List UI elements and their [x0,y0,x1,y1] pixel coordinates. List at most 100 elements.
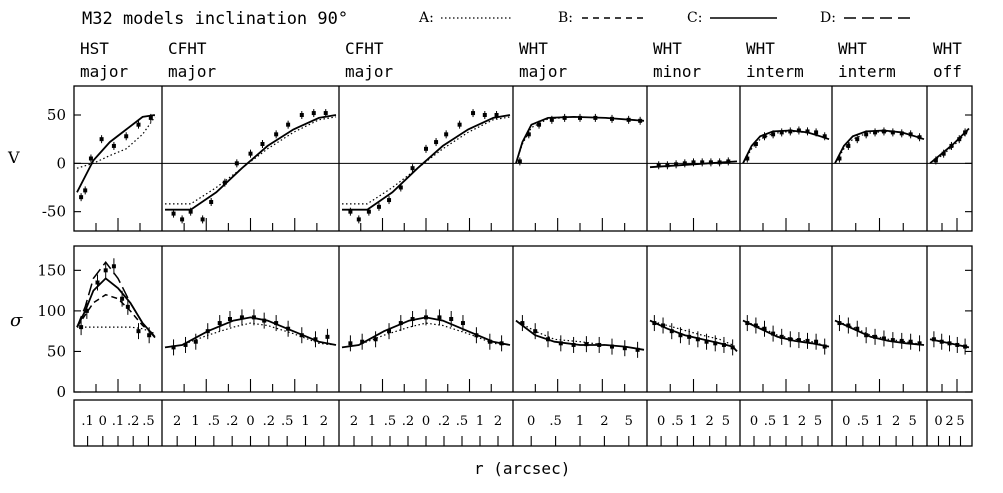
y-axis-label: V [7,148,20,167]
data-point [120,296,125,301]
data-point [597,342,602,347]
data-point [449,317,454,321]
data-point [360,339,365,344]
data-point [262,318,267,323]
data-point [796,338,801,343]
data-point [610,344,614,349]
frames [73,85,973,393]
panel-telescope-label: HST [80,39,109,58]
model-a-line [342,116,511,205]
data-point [111,143,116,148]
data-point [136,122,141,127]
data-point [348,209,353,214]
x-tick-label: 5 [909,414,917,429]
data-point [171,211,176,216]
x-tick-label: 5 [956,414,964,429]
data-point [434,140,439,145]
data-point [356,217,361,222]
y-axis-label: σ [10,310,23,331]
data-point [188,209,193,214]
data-point [124,134,129,139]
x-tick-label: 1 [689,414,697,429]
model-c-line [342,114,511,211]
model-a-line [165,116,337,205]
x-tick-label: 5 [625,414,633,429]
data-point [931,337,936,342]
panel-telescope-label: WHT [746,39,775,58]
data-point [205,329,210,334]
panel-axis-label: off [933,62,962,81]
data-point [88,156,93,161]
data-point [846,323,851,328]
chart-header: M32 models inclination 90° A: B: C: D: [82,9,912,29]
data-point [517,159,522,164]
data-point [437,315,442,320]
data-point [499,341,504,346]
data-point [373,337,378,342]
data-point [457,122,462,127]
x-tick-label: .1 [81,414,93,429]
data-point [103,268,108,273]
data-point [410,317,415,321]
y-tick-label: 150 [37,261,66,279]
data-point [846,143,851,148]
data-point [691,160,696,165]
y-tick-label: 100 [37,302,66,320]
panel-axis-label: major [80,62,129,81]
row-frame [73,245,973,393]
data-point [549,117,554,122]
data-point [626,117,631,122]
data-point [533,329,538,334]
data-point [171,345,176,350]
data-point [899,338,904,343]
legend-key-d: D: [820,10,836,26]
model-c-line [76,114,156,193]
data-point [721,342,726,347]
data-point [622,346,627,351]
row-frame [73,85,973,232]
x-tick-label: 2 [600,414,608,429]
y-tick-label: 0 [56,154,66,172]
data-point [753,142,758,146]
data-point [652,321,657,326]
x-tick-label: 0 [527,414,535,429]
x-axis: .1 0.1.2.5 2 1.5.2 0.2.5 1 2 2 1.5.2 0.2.5 1 2 0.5 1 2… [73,399,973,447]
x-tick-label: 2 [350,414,358,429]
x-tick-label: .5 [671,414,683,429]
x-tick-label: 1 [782,414,790,429]
data-point [286,122,291,127]
data-point [299,113,304,117]
y-tick-label: 50 [47,106,66,124]
data-point [148,115,153,120]
legend-key-b: B: [558,10,573,26]
data-point [695,337,700,342]
x-tick-label: 2 [494,414,502,429]
panel-axis-label: major [519,62,568,81]
data-point [410,166,415,171]
x-tick-label: 5 [722,414,730,429]
x-tick-label: 2 [892,414,900,429]
data-point [325,334,330,339]
y-tick-label: -50 [42,203,66,221]
data-point [635,347,640,352]
panel-telescope-label: WHT [838,39,867,58]
data-point [180,217,185,222]
x-tick-label: 0 [246,414,254,429]
data-point [193,339,198,344]
data-point [947,341,952,346]
x-axis-label: r (arcsec) [474,459,570,478]
x-tick-label: 2 [798,414,806,429]
data-point [687,334,692,339]
data-point [753,323,758,328]
x-tick-label: 1 [476,414,484,429]
data-point [717,160,722,165]
data-point [890,130,895,135]
data-point [963,344,968,349]
panel-axis-label: major [345,62,394,81]
data-point [424,315,428,320]
model-c-line [164,316,337,349]
data-point [471,111,476,116]
x-tick-label: .2 [226,414,238,429]
data-point [837,156,842,161]
data-point [890,338,895,343]
